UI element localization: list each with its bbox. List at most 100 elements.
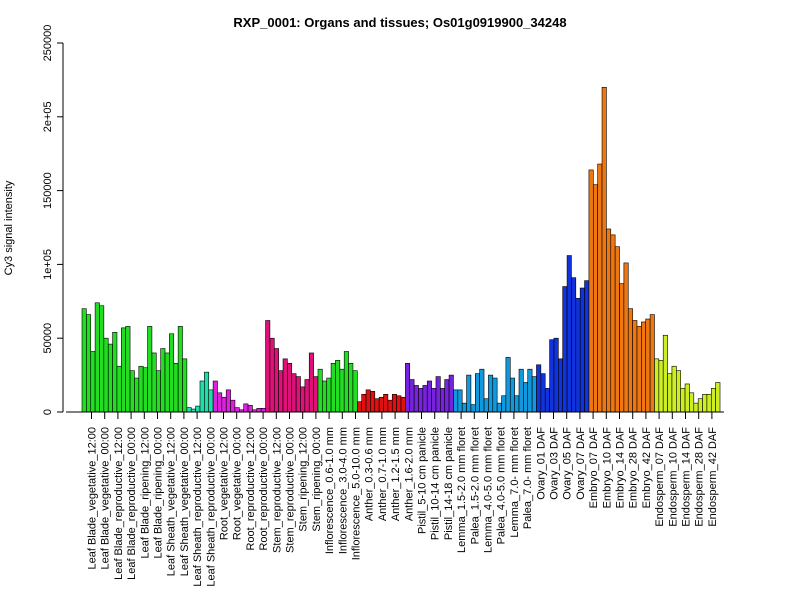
bar (571, 277, 577, 413)
category-label: Inflorescence_3.0-4.0 mm (337, 427, 349, 554)
bar (247, 405, 253, 413)
category-label: Palea_7.0- mm floret (522, 427, 534, 529)
bar (496, 402, 502, 413)
bar (313, 376, 319, 413)
bar (693, 402, 699, 413)
category-label: Root_vegetative_00:00 (232, 427, 244, 540)
bar (710, 388, 716, 413)
bar (361, 393, 367, 413)
bar (702, 393, 708, 413)
bar (610, 234, 616, 413)
category-label: Endosperm_42 DAF (707, 427, 719, 527)
bar (230, 399, 236, 413)
y-tick-label: 2e+05 (42, 101, 54, 132)
category-label: Ovary_05 DAF (562, 427, 574, 500)
bar (300, 386, 306, 413)
bar (94, 302, 100, 413)
bar (199, 380, 205, 413)
bar (658, 360, 664, 413)
bar (121, 327, 127, 413)
bar (378, 396, 384, 413)
category-label: Lemma_1.5-2.0 mm floret (456, 427, 468, 553)
bar (335, 360, 341, 413)
bar (155, 370, 161, 413)
bar (479, 368, 485, 413)
category-label: Root_vegetative_12:00 (219, 427, 231, 540)
bar (396, 395, 402, 413)
bar (177, 326, 183, 413)
bar (474, 373, 480, 413)
bar (269, 337, 275, 413)
category-label: Leaf Sheath_reproductive_00:00 (205, 427, 217, 587)
bar (584, 280, 590, 413)
bar (444, 379, 450, 413)
category-label: Leaf Blade_reproductive_00:00 (126, 427, 138, 580)
bar (483, 398, 489, 413)
chart-title: RXP_0001: Organs and tissues; Os01g09199… (233, 15, 566, 30)
bar (518, 368, 524, 413)
bar (370, 391, 376, 413)
bar (492, 377, 498, 413)
bar (435, 376, 441, 413)
bar (225, 389, 231, 413)
category-label: Palea_1.5-2.0 mm floret (469, 427, 481, 544)
bar (501, 395, 507, 413)
bar (536, 364, 542, 413)
bar (134, 377, 140, 413)
bar (256, 408, 262, 413)
bar (601, 86, 607, 413)
category-label: Pistil_14-18 cm panicle (443, 427, 455, 540)
bar (125, 326, 131, 413)
bar (523, 382, 529, 413)
category-label: Ovary_01 DAF (535, 427, 547, 500)
category-label: Leaf Blade_reproductive_12:00 (113, 427, 125, 580)
bar (169, 333, 175, 413)
category-label: Endosperm_07 DAF (654, 427, 666, 527)
category-label: Embryo_10 DAF (601, 427, 613, 509)
category-label: Stem_reproductive_12:00 (271, 427, 283, 553)
category-label: Leaf Blade_ripening_00:00 (153, 427, 165, 559)
category-label: Leaf Blade_vegetative_12:00 (87, 427, 99, 570)
bar (614, 246, 620, 413)
bar (488, 374, 494, 413)
y-axis-label: Cy3 signal intensity (3, 180, 15, 275)
category-label: Embryo_07 DAF (588, 427, 600, 509)
bar (649, 314, 655, 413)
bar (531, 376, 537, 413)
bar (348, 362, 354, 413)
bar (330, 362, 336, 413)
category-label: Pistil_5-10 cm panicle (417, 427, 429, 534)
bar (365, 389, 371, 413)
bar (243, 403, 249, 413)
bar (374, 398, 380, 413)
bar (107, 343, 113, 413)
bar (217, 392, 223, 413)
category-label: Inflorescence_5.0-10.0 mm (351, 427, 363, 560)
bar (304, 379, 310, 413)
bar (413, 385, 419, 413)
category-label: Inflorescence_0.6-1.0 mm (324, 427, 336, 554)
bar (654, 358, 660, 413)
bar (291, 373, 297, 413)
category-label: Endosperm_14 DAF (681, 427, 693, 527)
bar (234, 407, 240, 413)
bar (453, 389, 459, 413)
category-label: Anther_1.6-2.0 mm (403, 427, 415, 521)
bar (221, 396, 227, 413)
bar (553, 337, 559, 413)
bar (566, 255, 572, 413)
bar (514, 395, 520, 413)
bar (273, 348, 279, 413)
bar (562, 286, 568, 413)
bar (623, 262, 629, 413)
category-label: Root_reproductive_00:00 (258, 427, 270, 551)
category-label: Anther_1.2-1.5 mm (390, 427, 402, 521)
bar (186, 407, 192, 413)
bar (182, 358, 188, 413)
bar (295, 376, 301, 413)
category-label: Leaf Sheath_vegetative_12:00 (166, 427, 178, 576)
bar (662, 334, 668, 413)
category-label: Lemma_7.0- mm floret (509, 427, 521, 538)
bar (627, 308, 633, 413)
bar (636, 326, 642, 413)
